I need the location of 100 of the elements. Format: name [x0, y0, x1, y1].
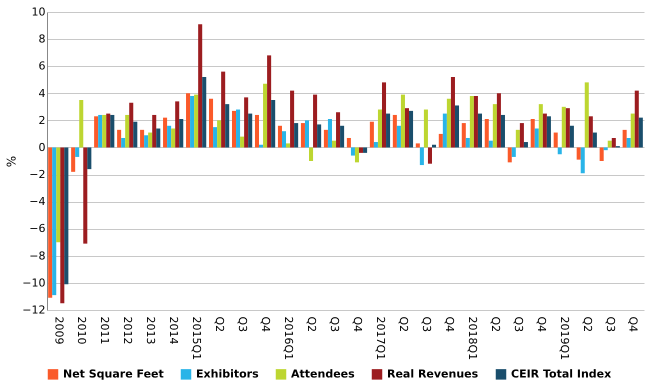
bar: [324, 130, 328, 148]
x-tick-label: Q3: [604, 316, 617, 332]
bar: [608, 140, 612, 148]
bar: [79, 100, 84, 148]
bar: [612, 138, 616, 148]
bar: [492, 104, 497, 148]
x-tick-label: Q4: [442, 316, 456, 332]
bar: [454, 105, 460, 148]
bar: [558, 147, 562, 154]
bar: [263, 84, 268, 148]
bar: [450, 77, 455, 148]
bar: [317, 124, 322, 148]
bar: [152, 114, 156, 148]
y-tick-label: −12: [22, 304, 46, 316]
bar: [520, 123, 524, 148]
bar: [83, 147, 88, 244]
y-tick-label: −4: [29, 195, 46, 208]
bar: [225, 104, 230, 148]
bar: [359, 147, 364, 153]
legend-label: Net Square Feet: [63, 367, 164, 380]
y-axis-title: %: [4, 156, 18, 168]
x-tick-label: Q4: [259, 316, 272, 332]
bar: [588, 116, 593, 148]
bar: [171, 128, 176, 148]
bar: [516, 130, 520, 148]
bar: [534, 128, 539, 148]
bar: [386, 114, 390, 148]
bar: [400, 94, 405, 148]
bar: [462, 123, 466, 148]
bar: [121, 138, 126, 148]
x-tick-label: 2012: [121, 316, 134, 344]
bar: [267, 55, 272, 148]
x-tick-label: 2015Q1: [190, 316, 204, 360]
bar: [129, 102, 134, 148]
bar: [87, 147, 92, 170]
bar: [179, 119, 184, 148]
bar: [282, 131, 286, 148]
bar: [442, 114, 447, 148]
bar: [64, 147, 68, 284]
bar: [604, 147, 608, 150]
bar: [374, 142, 378, 148]
y-tick-label: 2: [38, 114, 46, 127]
bar: [332, 140, 336, 148]
x-tick-label: Q4: [626, 316, 640, 332]
bar: [466, 138, 470, 148]
bar: [328, 119, 332, 148]
bar: [190, 96, 194, 148]
legend-label: Exhibitors: [196, 367, 260, 380]
bar: [140, 130, 144, 148]
bar: [566, 108, 570, 148]
x-tick-label: Q4: [534, 316, 548, 332]
bar: [294, 123, 298, 148]
bar: [488, 140, 493, 148]
bar: [248, 114, 252, 148]
x-tick-label: Q3: [420, 316, 433, 332]
bar: [420, 147, 424, 166]
bar: [392, 114, 397, 148]
x-tick-label: 2019Q1: [558, 316, 571, 360]
bar: [102, 114, 106, 148]
bar: [52, 147, 56, 296]
bar: [336, 112, 340, 148]
bar: [382, 82, 386, 148]
bar: [163, 118, 168, 148]
bar: [346, 138, 351, 148]
bar: [378, 110, 382, 148]
bar: [546, 116, 551, 148]
x-tick-label: 2009: [52, 316, 66, 344]
bar: [478, 114, 482, 148]
bar: [350, 147, 355, 156]
bar: [474, 96, 478, 148]
bar: [542, 114, 547, 148]
bar: [470, 96, 474, 148]
legend-label: CEIR Total Index: [511, 367, 612, 380]
x-tick-label: 2010: [75, 316, 88, 344]
bar: [562, 106, 566, 148]
bar: [622, 130, 627, 148]
bar: [98, 114, 102, 148]
x-tick-label: 2018Q1: [466, 316, 479, 360]
x-tick-label: 2013: [144, 316, 158, 344]
bar: [271, 100, 276, 148]
bar: [363, 147, 368, 153]
bar: [638, 118, 643, 148]
bar: [56, 147, 60, 242]
bar: [244, 97, 248, 148]
bar: [148, 132, 152, 148]
bar: [71, 147, 76, 172]
bar: [286, 143, 290, 148]
bar: [278, 126, 282, 148]
bar: [396, 126, 401, 148]
bar: [584, 82, 589, 148]
bar: [221, 72, 226, 148]
x-tick-label: Q2: [488, 316, 502, 332]
y-tick-label: 6: [38, 60, 46, 73]
bar: [446, 98, 451, 148]
legend-label: Real Revenues: [387, 367, 479, 380]
bar: [217, 120, 222, 148]
x-tick-label: Q4: [350, 316, 364, 332]
bar: [538, 104, 543, 148]
bar: [198, 24, 202, 148]
bar: [600, 147, 604, 161]
